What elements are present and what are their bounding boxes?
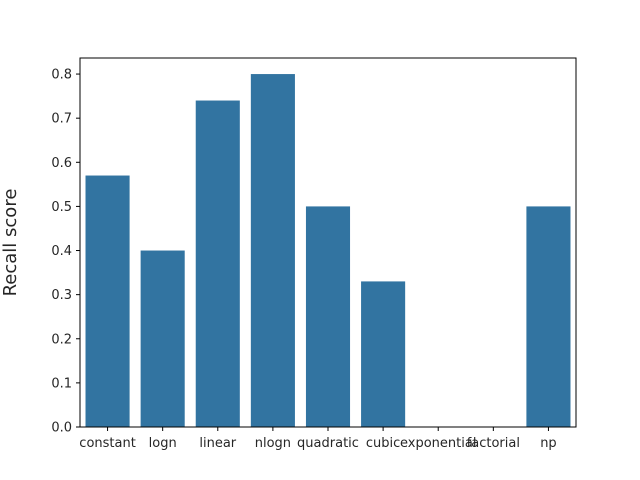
x-tick-label-cubic: cubic (366, 436, 400, 451)
bar-np (526, 206, 571, 427)
y-axis-label: Recall score (0, 189, 21, 297)
x-tick-label-np: np (540, 436, 557, 451)
bars-group (85, 74, 571, 427)
y-tick-label-0.3: 0.3 (51, 288, 72, 303)
x-tick-label-exponential: exponential (400, 436, 476, 451)
x-tick-label-quadratic: quadratic (297, 436, 359, 451)
y-tick-label-0.8: 0.8 (51, 68, 72, 83)
x-tick-label-factorial: factorial (467, 436, 520, 451)
x-axis: constant logn linear nlogn quadratic cubic exp… (79, 427, 557, 451)
y-tick-label-0.2: 0.2 (51, 332, 72, 347)
y-tick-label-0.6: 0.6 (51, 156, 72, 171)
y-tick-label-0.0: 0.0 (51, 421, 72, 436)
bar-quadratic (305, 206, 351, 427)
bar-linear (195, 100, 240, 427)
x-tick-label-nlogn: nlogn (255, 436, 291, 451)
plot-frame (79, 57, 577, 428)
y-tick-label-0.7: 0.7 (51, 112, 72, 127)
bar-constant (85, 175, 130, 427)
bar-cubic (361, 281, 406, 427)
x-tick-label-constant: constant (79, 436, 136, 451)
y-axis: 0.0 0.1 0.2 0.3 0.4 0.5 0.6 0.7 0.8 (51, 68, 80, 436)
bar-logn (140, 250, 185, 427)
bar-nlogn (250, 74, 295, 427)
y-tick-label-0.4: 0.4 (51, 244, 72, 259)
y-tick-label-0.1: 0.1 (51, 376, 72, 391)
x-tick-label-linear: linear (199, 436, 236, 451)
x-tick-label-logn: logn (149, 436, 177, 451)
y-tick-label-0.5: 0.5 (51, 200, 72, 215)
